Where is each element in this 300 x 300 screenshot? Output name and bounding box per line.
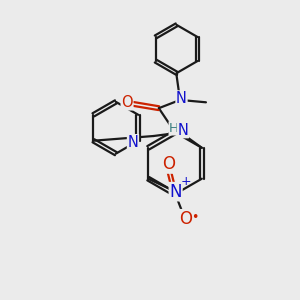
Text: N: N (178, 123, 188, 138)
Text: N: N (128, 135, 138, 150)
Text: N: N (176, 91, 187, 106)
Text: O: O (179, 210, 192, 228)
Text: N: N (169, 183, 182, 201)
Text: •: • (191, 211, 199, 224)
Text: O: O (162, 155, 175, 173)
Text: +: + (181, 175, 191, 188)
Text: O: O (121, 95, 133, 110)
Text: H: H (169, 122, 179, 135)
